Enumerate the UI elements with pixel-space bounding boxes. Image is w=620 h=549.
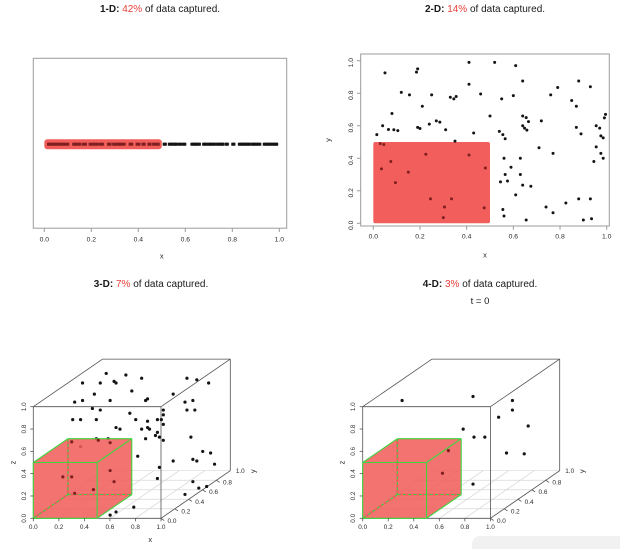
svg-text:0.8: 0.8 [460, 524, 469, 531]
svg-text:0.8: 0.8 [552, 480, 561, 487]
plot-3d-title: 3-D: 7% of data captured. [0, 279, 306, 290]
svg-text:0.8: 0.8 [228, 237, 238, 244]
svg-text:0.2: 0.2 [181, 508, 190, 515]
svg-text:0.4: 0.4 [409, 524, 418, 531]
svg-text:0.8: 0.8 [350, 424, 357, 433]
svg-text:y: y [578, 469, 587, 473]
svg-text:0.8: 0.8 [21, 424, 28, 433]
svg-text:0.6: 0.6 [435, 524, 444, 531]
svg-text:0.2: 0.2 [21, 491, 28, 500]
svg-text:0.8: 0.8 [223, 480, 232, 487]
svg-text:0.4: 0.4 [134, 237, 144, 244]
svg-text:0.0: 0.0 [40, 237, 50, 244]
svg-text:y: y [248, 469, 257, 473]
svg-text:0.2: 0.2 [415, 234, 425, 241]
svg-text:0.0: 0.0 [358, 524, 367, 531]
svg-text:0.0: 0.0 [168, 518, 177, 525]
svg-text:z: z [338, 460, 347, 464]
svg-text:x: x [160, 252, 164, 261]
plot-3d-title-sep: : [109, 279, 116, 290]
plot-4d-title: 4-D: 3% of data captured. [320, 279, 620, 290]
plot-2d-title-sep: : [441, 4, 448, 15]
svg-text:0.6: 0.6 [509, 234, 519, 241]
svg-text:0.2: 0.2 [87, 237, 97, 244]
svg-text:1.0: 1.0 [236, 468, 245, 475]
svg-text:0.4: 0.4 [525, 499, 534, 506]
scrollbar-thumb[interactable] [472, 536, 620, 549]
svg-text:0.4: 0.4 [80, 524, 89, 531]
plot-3d-canvas: 0.0 0.2 0.4 0.6 0.8 1.0 x 0.0 0.2 0.4 0.6 0.8 1.0 z 0.… [8, 358, 257, 544]
plot-1d-title-rest: of data captured. [142, 4, 221, 15]
svg-text:0.4: 0.4 [21, 469, 28, 478]
svg-text:0.8: 0.8 [348, 90, 355, 100]
plot-4d-title-sep: : [438, 279, 445, 290]
plot-4d-title-rest: of data captured. [459, 279, 538, 290]
svg-text:y: y [324, 138, 333, 142]
svg-text:0.2: 0.2 [350, 491, 357, 500]
plot-3d-title-rest: of data captured. [130, 279, 209, 290]
svg-text:0.0: 0.0 [21, 513, 28, 522]
plot-2d-title-dim: 2-D [424, 4, 442, 15]
svg-text:0.8: 0.8 [131, 524, 140, 531]
plot-2d-canvas: 0.0 0.2 0.4 0.6 0.8 1.0 0.0 0.2 0.4 0.6 0.8 1.0 x y [324, 53, 612, 260]
plot-4d-title-pct: 3% [444, 279, 460, 290]
plot-1d-canvas: 0.0 0.2 0.4 0.6 0.8 1.0 x [32, 57, 288, 261]
plot-2d-title-pct: 14% [447, 4, 468, 15]
plot-1d-title-dim: 1-D [99, 4, 117, 15]
svg-text:0.6: 0.6 [21, 446, 28, 455]
svg-text:0.8: 0.8 [555, 234, 565, 241]
svg-text:1.0: 1.0 [602, 234, 612, 241]
svg-text:0.0: 0.0 [348, 220, 355, 230]
plot-1d-title-pct: 42% [122, 4, 143, 15]
svg-text:z: z [8, 460, 17, 464]
svg-text:0.6: 0.6 [181, 237, 191, 244]
plot-4d-canvas: 0.00.20.40.60.81.0x0.00.20.40.60.81.0z0.… [338, 358, 587, 544]
svg-text:0.2: 0.2 [384, 524, 393, 531]
svg-text:1.0: 1.0 [348, 58, 355, 68]
svg-text:1.0: 1.0 [350, 402, 357, 411]
plot-4d-subtitle: t = 0 [470, 296, 490, 307]
plot-2d-title: 2-D: 14% of data captured. [325, 4, 620, 15]
svg-text:1.0: 1.0 [565, 468, 574, 475]
svg-text:x: x [483, 251, 487, 260]
svg-text:0.6: 0.6 [350, 446, 357, 455]
svg-text:1.0: 1.0 [157, 524, 166, 531]
svg-text:0.4: 0.4 [350, 469, 357, 478]
plot-4d-title-dim: 4-D [422, 279, 439, 290]
svg-text:0.4: 0.4 [348, 155, 355, 165]
svg-text:x: x [148, 535, 152, 544]
svg-text:0.6: 0.6 [209, 489, 218, 496]
svg-text:0.4: 0.4 [195, 499, 204, 506]
svg-text:0.2: 0.2 [54, 524, 63, 531]
svg-text:0.2: 0.2 [348, 188, 355, 198]
svg-text:0.6: 0.6 [539, 489, 548, 496]
svg-text:0.4: 0.4 [462, 234, 472, 241]
svg-text:1.0: 1.0 [486, 524, 495, 531]
svg-text:1.0: 1.0 [275, 237, 285, 244]
svg-text:0.0: 0.0 [29, 524, 38, 531]
plot-2d-title-rest: of data captured. [467, 4, 546, 15]
svg-text:0.0: 0.0 [497, 518, 506, 525]
plot-1d-title: 1-D: 42% of data captured. [5, 4, 315, 15]
svg-text:0.2: 0.2 [511, 508, 520, 515]
svg-text:1.0: 1.0 [21, 402, 28, 411]
svg-text:0.6: 0.6 [348, 123, 355, 133]
plot-1d-title-sep: : [116, 4, 123, 15]
plot-3d-title-pct: 7% [115, 279, 131, 290]
svg-text:0.0: 0.0 [369, 234, 379, 241]
svg-text:0.6: 0.6 [105, 524, 114, 531]
svg-text:0.0: 0.0 [350, 513, 357, 522]
plot-3d-title-dim: 3-D [93, 279, 110, 290]
